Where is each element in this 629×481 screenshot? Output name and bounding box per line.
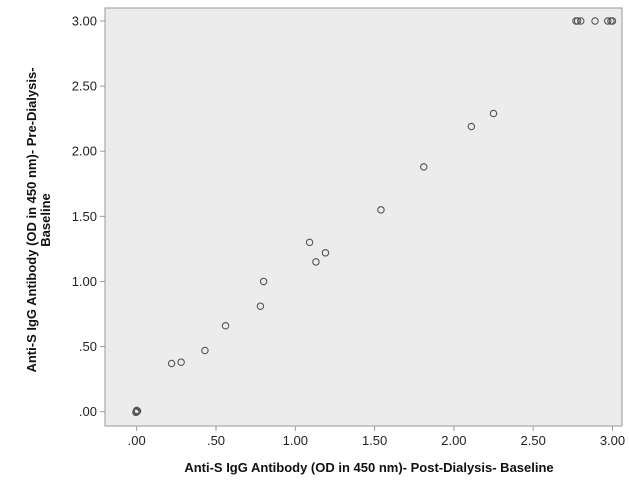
x-tick-label: 3.00: [600, 433, 625, 448]
data-point: [221, 321, 230, 330]
data-point: [177, 358, 185, 366]
data-point: [573, 17, 582, 25]
y-tick-label: .50: [79, 339, 97, 354]
y-tick-label: 2.00: [72, 144, 97, 159]
x-tick-label: 2.50: [521, 433, 546, 448]
data-point: [467, 122, 476, 131]
y-tick-label: 2.50: [72, 79, 97, 94]
plot-area: [104, 7, 623, 427]
y-axis: .00 .50 1.00 1.50 2.00 2.50 3.00: [72, 14, 105, 419]
data-point: [321, 249, 330, 257]
x-tick-label: 1.50: [362, 433, 387, 448]
data-point: [377, 206, 385, 214]
x-tick-label: 2.00: [441, 433, 466, 448]
data-point: [132, 406, 141, 415]
y-tick-label: 1.50: [72, 209, 97, 224]
y-tick-label: .00: [79, 404, 97, 419]
x-tick-label: .00: [128, 433, 146, 448]
data-point: [591, 17, 599, 25]
data-point: [256, 302, 265, 310]
data-point: [167, 359, 176, 368]
data-point: [259, 277, 268, 286]
y-tick-label: 1.00: [72, 274, 97, 289]
data-point: [489, 109, 498, 118]
data-point: [305, 238, 314, 247]
y-axis-label-line-1: Anti-S IgG Antibody (OD in 450 nm)- Pre-…: [24, 67, 39, 372]
x-tick-label: .50: [207, 433, 225, 448]
data-point: [201, 346, 209, 355]
y-axis-label-line-2: Baseline: [38, 193, 53, 246]
data-point: [608, 17, 617, 25]
x-tick-label: 1.00: [283, 433, 308, 448]
x-axis-label: Anti-S IgG Antibody (OD in 450 nm)- Post…: [184, 460, 553, 475]
x-axis: .00 .50 1.00 1.50 2.00 2.50 3.00: [128, 426, 625, 448]
data-point: [603, 17, 612, 25]
data-point: [133, 407, 142, 415]
data-point: [420, 163, 428, 171]
data-point: [312, 258, 320, 266]
y-tick-label: 3.00: [72, 14, 97, 29]
data-points: [132, 17, 617, 417]
data-point: [577, 17, 585, 25]
